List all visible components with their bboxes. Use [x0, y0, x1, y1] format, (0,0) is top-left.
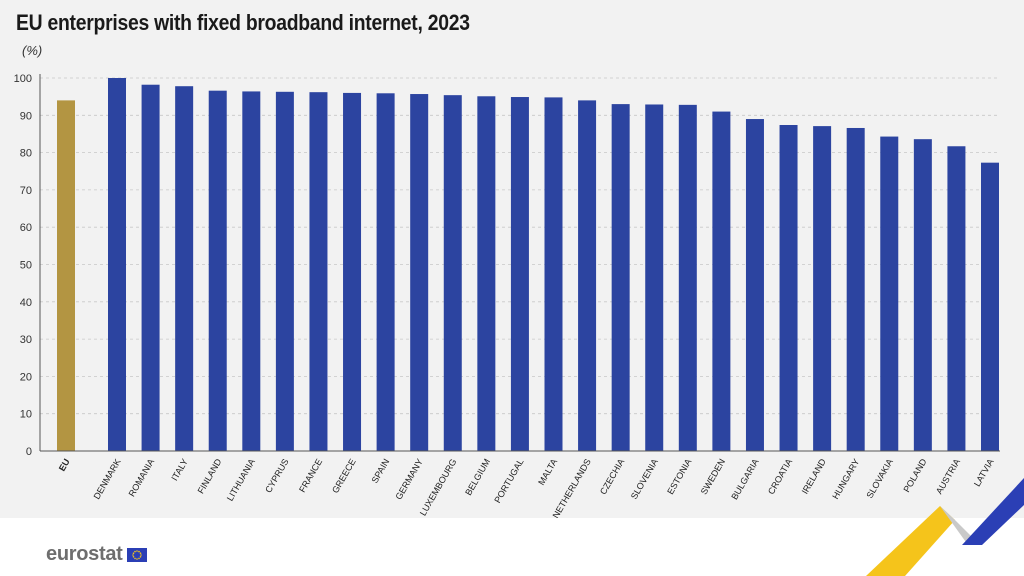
- y-tick-label: 60: [20, 222, 32, 234]
- bar-ireland: [813, 126, 832, 451]
- bar-romania: [141, 84, 160, 452]
- bars: [57, 78, 999, 452]
- bar-hungary: [846, 127, 865, 452]
- bar-netherlands: [578, 100, 597, 451]
- bar-luxembourg: [443, 95, 462, 452]
- bar-slovenia: [645, 104, 664, 451]
- x-tick-label: FRANCE: [297, 457, 324, 494]
- x-tick-label: LITHUANIA: [225, 457, 257, 503]
- x-tick-label: SWEDEN: [699, 457, 727, 496]
- bar-lithuania: [242, 91, 261, 451]
- x-tick-label: IRELAND: [800, 457, 828, 496]
- x-tick-label: GREECE: [330, 457, 358, 495]
- x-tick-label: CROATIA: [766, 457, 794, 496]
- eurostat-logo: eurostat: [46, 543, 147, 566]
- x-tick-label: BELGIUM: [463, 457, 492, 497]
- bar-portugal: [510, 97, 529, 451]
- x-tick-label: CZECHIA: [598, 457, 626, 496]
- bar-finland: [208, 90, 227, 451]
- x-tick-label: SPAIN: [370, 457, 392, 485]
- x-tick-label: CYPRUS: [263, 457, 290, 494]
- bar-austria: [947, 146, 966, 451]
- bar-denmark: [108, 78, 126, 451]
- eu-flag-icon: [126, 547, 147, 562]
- bar-cyprus: [275, 91, 294, 452]
- unit-label: (%): [22, 43, 43, 58]
- x-tick-label: AUSTRIA: [934, 457, 962, 496]
- bar-malta: [544, 97, 563, 452]
- bar-estonia: [678, 104, 697, 451]
- x-axis-labels: EU DENMARK ROMANIA ITALY FINLAND LITHUANIA CYP…: [57, 457, 996, 520]
- x-tick-label: GERMANY: [394, 457, 425, 501]
- y-tick-label: 50: [20, 260, 32, 272]
- bar-italy: [175, 86, 194, 452]
- y-tick-label: 70: [20, 185, 32, 197]
- bar-belgium: [477, 96, 496, 451]
- x-tick-label: BULGARIA: [729, 457, 760, 501]
- bar-czechia: [611, 104, 630, 452]
- bar-greece: [343, 92, 362, 452]
- bar-croatia: [779, 124, 798, 452]
- bar-latvia: [981, 162, 999, 451]
- bar-bulgaria: [745, 119, 764, 451]
- y-tick-label: 80: [20, 148, 32, 160]
- x-tick-label: ROMANIA: [127, 457, 157, 498]
- y-tick-label: 30: [20, 334, 32, 346]
- bar-poland: [913, 139, 932, 451]
- bar-slovakia: [880, 136, 899, 451]
- x-tick-label: PORTUGAL: [492, 457, 525, 505]
- bar-sweden: [712, 111, 731, 451]
- bar-chart: 0 10 20 30 40 50 60 70 80 90 100 EU DENMARK ROMANIA I…: [14, 73, 1000, 520]
- x-tick-label: SLOVAKIA: [864, 457, 895, 500]
- x-tick-label: NETHERLANDS: [551, 457, 593, 520]
- x-tick-label: ITALY: [169, 457, 190, 483]
- eurostat-logo-text: eurostat: [46, 543, 123, 565]
- y-tick-label: 100: [14, 73, 32, 85]
- x-tick-label: POLAND: [901, 457, 928, 494]
- x-tick-label: LATVIA: [972, 457, 996, 488]
- x-tick-label: SLOVENIA: [629, 457, 660, 501]
- y-axis-ticks: 0 10 20 30 40 50 60 70 80 90 100: [14, 73, 32, 458]
- x-tick-label: ESTONIA: [665, 457, 693, 496]
- chart-title: EU enterprises with fixed broadband inte…: [16, 10, 470, 35]
- bar-eu: [57, 100, 75, 451]
- bar-spain: [376, 93, 395, 451]
- x-tick-label: FINLAND: [196, 457, 224, 496]
- x-tick-label: DENMARK: [92, 457, 123, 501]
- bar-france: [309, 92, 328, 451]
- x-tick-label: LUXEMBOURG: [418, 457, 459, 517]
- y-tick-label: 40: [20, 297, 32, 309]
- x-tick-label: EU: [57, 457, 72, 473]
- y-tick-label: 20: [20, 371, 32, 383]
- y-tick-label: 0: [26, 446, 32, 458]
- y-tick-label: 10: [20, 409, 32, 421]
- y-tick-label: 90: [20, 110, 32, 122]
- footer-band: [0, 518, 1024, 576]
- x-tick-label: MALTA: [536, 457, 559, 487]
- bar-germany: [410, 94, 429, 451]
- x-tick-label: HUNGARY: [830, 457, 861, 501]
